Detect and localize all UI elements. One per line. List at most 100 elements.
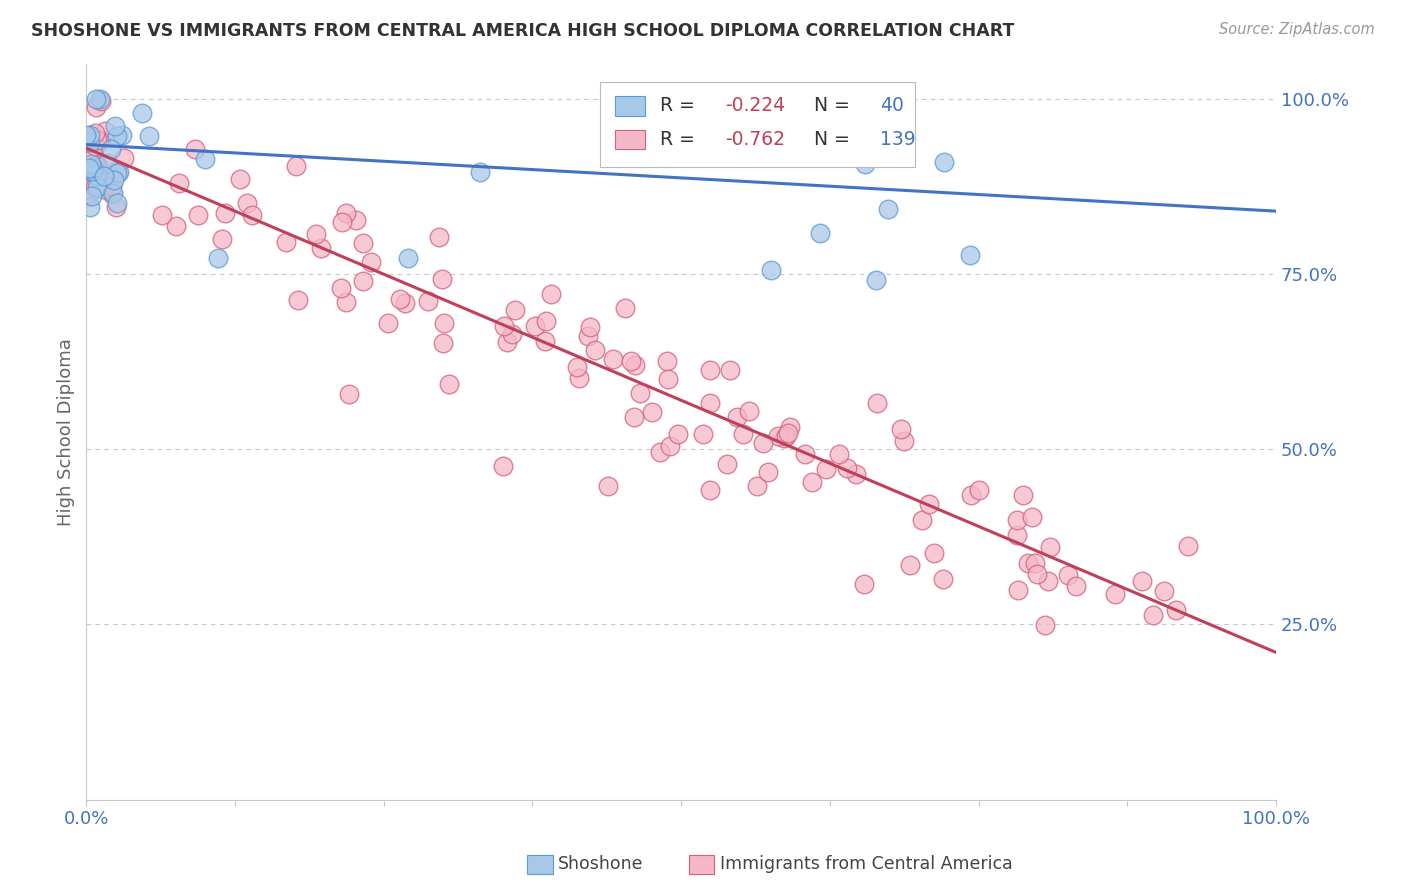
Point xyxy=(775,429,797,443)
Point xyxy=(167,176,190,190)
Point xyxy=(432,336,454,351)
Point xyxy=(918,498,941,512)
Point xyxy=(84,100,107,114)
Point xyxy=(776,425,799,440)
Point xyxy=(77,135,100,149)
Point xyxy=(75,128,97,143)
Point xyxy=(733,427,755,442)
Text: Immigrants from Central America: Immigrants from Central America xyxy=(720,855,1012,873)
Point xyxy=(214,205,236,219)
Point xyxy=(79,200,101,214)
Point xyxy=(568,371,591,385)
Point xyxy=(330,215,353,229)
Point xyxy=(80,156,103,170)
FancyBboxPatch shape xyxy=(614,130,645,149)
Text: R =: R = xyxy=(659,130,700,149)
Point xyxy=(1057,567,1080,582)
Point xyxy=(79,136,101,150)
Point xyxy=(77,161,100,176)
Point xyxy=(105,200,128,214)
Point xyxy=(470,165,492,179)
Point xyxy=(911,513,934,527)
Point xyxy=(720,363,742,377)
Point xyxy=(89,133,111,147)
Point xyxy=(716,457,738,471)
Point xyxy=(793,447,815,461)
Point xyxy=(934,154,956,169)
Point xyxy=(960,488,983,502)
Point xyxy=(1005,513,1028,527)
Point xyxy=(90,94,112,108)
Point xyxy=(335,294,357,309)
Point xyxy=(207,251,229,265)
Point xyxy=(967,483,990,497)
Point xyxy=(93,169,115,183)
Point xyxy=(752,435,775,450)
FancyBboxPatch shape xyxy=(600,82,915,167)
Point xyxy=(773,431,796,445)
Point xyxy=(725,410,748,425)
Point xyxy=(77,162,100,177)
Point xyxy=(865,272,887,286)
Point xyxy=(105,196,128,211)
Point xyxy=(79,128,101,143)
Text: N =: N = xyxy=(814,130,856,149)
Text: -0.762: -0.762 xyxy=(725,130,785,149)
Point xyxy=(893,434,915,449)
Point xyxy=(79,176,101,190)
Point xyxy=(138,128,160,143)
Point xyxy=(815,462,838,476)
Point xyxy=(1036,574,1059,589)
Point xyxy=(377,316,399,330)
Point xyxy=(524,318,547,333)
Point xyxy=(77,189,100,203)
Point xyxy=(86,132,108,146)
Text: SHOSHONE VS IMMIGRANTS FROM CENTRAL AMERICA HIGH SCHOOL DIPLOMA CORRELATION CHAR: SHOSHONE VS IMMIGRANTS FROM CENTRAL AMER… xyxy=(31,22,1014,40)
Text: -0.224: -0.224 xyxy=(725,96,786,115)
Point xyxy=(89,171,111,186)
Point xyxy=(1007,582,1029,597)
Point xyxy=(494,319,516,334)
Y-axis label: High School Diploma: High School Diploma xyxy=(58,338,75,525)
Text: Shoshone: Shoshone xyxy=(558,855,644,873)
Point xyxy=(759,263,782,277)
Point xyxy=(240,208,263,222)
Point xyxy=(1153,583,1175,598)
Point xyxy=(84,169,107,184)
Point xyxy=(1104,587,1126,601)
Point xyxy=(738,404,761,418)
Point xyxy=(699,483,721,498)
Point xyxy=(853,576,876,591)
FancyBboxPatch shape xyxy=(614,96,645,116)
Point xyxy=(613,301,636,315)
Point xyxy=(1005,528,1028,542)
Point xyxy=(576,328,599,343)
Point xyxy=(959,248,981,262)
Point xyxy=(884,120,907,135)
Point xyxy=(1012,488,1035,502)
Point xyxy=(287,293,309,307)
Point xyxy=(83,180,105,194)
Point xyxy=(337,386,360,401)
Point xyxy=(692,426,714,441)
Point xyxy=(924,546,946,560)
Point xyxy=(150,208,173,222)
Point xyxy=(353,235,375,250)
Point xyxy=(96,156,118,170)
Point xyxy=(100,142,122,156)
Text: R =: R = xyxy=(659,96,700,115)
Point xyxy=(86,169,108,184)
Point xyxy=(111,128,134,142)
Point xyxy=(657,354,679,368)
Point xyxy=(1021,509,1043,524)
Point xyxy=(274,235,297,249)
Point xyxy=(536,314,558,328)
Point xyxy=(845,467,868,481)
Point xyxy=(1142,608,1164,623)
Point xyxy=(335,206,357,220)
Point xyxy=(418,294,440,309)
Point xyxy=(898,558,921,573)
Point xyxy=(228,171,250,186)
Point xyxy=(756,465,779,479)
Point xyxy=(699,362,721,376)
